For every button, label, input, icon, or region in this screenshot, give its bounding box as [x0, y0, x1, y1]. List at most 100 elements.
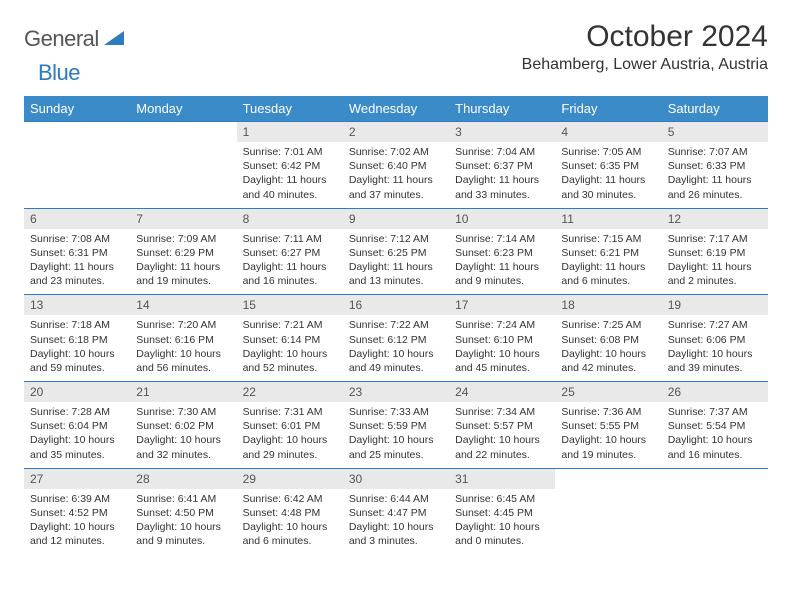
- day-data-cell: Sunrise: 7:21 AMSunset: 6:14 PMDaylight:…: [237, 315, 343, 381]
- day-data-cell: Sunrise: 6:42 AMSunset: 4:48 PMDaylight:…: [237, 489, 343, 555]
- sunrise-text: Sunrise: 6:39 AM: [30, 492, 124, 506]
- day-data-row: Sunrise: 7:01 AMSunset: 6:42 PM Daylight:…: [24, 142, 768, 208]
- day-data-cell: Sunrise: 6:44 AMSunset: 4:47 PMDaylight:…: [343, 489, 449, 555]
- sunset-text: Sunset: 6:40 PM: [349, 159, 443, 173]
- sunrise-text: Sunrise: 7:08 AM: [30, 232, 124, 246]
- sunrise-text: Sunrise: 7:27 AM: [668, 318, 762, 332]
- sunset-text: Sunset: 6:18 PM: [30, 333, 124, 347]
- sunset-text: Sunset: 6:21 PM: [561, 246, 655, 260]
- day-data-row: Sunrise: 7:18 AMSunset: 6:18 PMDaylight:…: [24, 315, 768, 381]
- sunset-text: Sunset: 5:57 PM: [455, 419, 549, 433]
- sunset-text: Sunset: 5:54 PM: [668, 419, 762, 433]
- day-number-row: 20212223242526: [24, 382, 768, 403]
- location-subtitle: Behamberg, Lower Austria, Austria: [522, 56, 768, 74]
- day-number-cell: 20: [24, 382, 130, 403]
- day-number-cell: [130, 122, 236, 143]
- day-data-row: Sunrise: 7:08 AMSunset: 6:31 PM Daylight:…: [24, 229, 768, 295]
- page-title: October 2024: [522, 20, 768, 54]
- day-data-cell: Sunrise: 7:37 AMSunset: 5:54 PMDaylight:…: [662, 402, 768, 468]
- day-number-cell: 30: [343, 468, 449, 489]
- daylight-text: Daylight: 10 hours and 42 minutes.: [561, 347, 655, 375]
- daylight-text: Daylight: 10 hours and 59 minutes.: [30, 347, 124, 375]
- sunset-text: Sunset: 6:06 PM: [668, 333, 762, 347]
- sunset-text: Sunset: 6:19 PM: [668, 246, 762, 260]
- day-data-row: Sunrise: 6:39 AMSunset: 4:52 PMDaylight:…: [24, 489, 768, 555]
- daylight-text: Daylight: 11 hours and 13 minutes.: [349, 260, 443, 288]
- day-data-cell: Sunrise: 7:02 AMSunset: 6:40 PMDaylight:…: [343, 142, 449, 208]
- sunrise-text: Sunrise: 7:37 AM: [668, 405, 762, 419]
- day-number-cell: 7: [130, 208, 236, 229]
- sunrise-text: Sunrise: 7:04 AM: [455, 145, 549, 159]
- day-data-cell: Sunrise: 7:28 AMSunset: 6:04 PMDaylight:…: [24, 402, 130, 468]
- sunrise-text: Sunrise: 6:42 AM: [243, 492, 337, 506]
- daylight-text: Daylight: 10 hours and 45 minutes.: [455, 347, 549, 375]
- day-number-cell: 26: [662, 382, 768, 403]
- sunset-text: Sunset: 4:50 PM: [136, 506, 230, 520]
- day-number-cell: 8: [237, 208, 343, 229]
- sunrise-text: Sunrise: 7:28 AM: [30, 405, 124, 419]
- day-data-cell: Sunrise: 6:45 AMSunset: 4:45 PMDaylight:…: [449, 489, 555, 555]
- sunrise-text: Sunrise: 7:22 AM: [349, 318, 443, 332]
- day-header: Saturday: [662, 96, 768, 122]
- day-data-cell: Sunrise: 7:01 AMSunset: 6:42 PMDaylight:…: [237, 142, 343, 208]
- sunset-text: Sunset: 6:16 PM: [136, 333, 230, 347]
- daylight-text: Daylight: 11 hours and 6 minutes.: [561, 260, 655, 288]
- day-number-cell: 5: [662, 122, 768, 143]
- sunrise-text: Sunrise: 7:17 AM: [668, 232, 762, 246]
- day-number-cell: 16: [343, 295, 449, 316]
- daylight-text: Daylight: 10 hours and 35 minutes.: [30, 433, 124, 461]
- sunset-text: Sunset: 6:42 PM: [243, 159, 337, 173]
- daylight-text: Daylight: 10 hours and 0 minutes.: [455, 520, 549, 548]
- day-data-cell: Sunrise: 7:11 AMSunset: 6:27 PMDaylight:…: [237, 229, 343, 295]
- title-block: October 2024 Behamberg, Lower Austria, A…: [522, 20, 768, 74]
- sunrise-text: Sunrise: 7:24 AM: [455, 318, 549, 332]
- day-data-row: Sunrise: 7:28 AMSunset: 6:04 PMDaylight:…: [24, 402, 768, 468]
- sunrise-text: Sunrise: 7:01 AM: [243, 145, 337, 159]
- day-number-cell: [555, 468, 661, 489]
- daylight-text: Daylight: 10 hours and 52 minutes.: [243, 347, 337, 375]
- day-number-cell: 4: [555, 122, 661, 143]
- daylight-text: Daylight: 10 hours and 49 minutes.: [349, 347, 443, 375]
- sunrise-text: Sunrise: 6:41 AM: [136, 492, 230, 506]
- sunrise-text: Sunrise: 7:07 AM: [668, 145, 762, 159]
- sunset-text: Sunset: 6:02 PM: [136, 419, 230, 433]
- sunrise-text: Sunrise: 7:34 AM: [455, 405, 549, 419]
- sunrise-text: Sunrise: 7:11 AM: [243, 232, 337, 246]
- sunset-text: Sunset: 6:31 PM: [30, 246, 124, 260]
- daylight-text: Daylight: 11 hours and 26 minutes.: [668, 173, 762, 201]
- day-data-cell: Sunrise: 7:15 AMSunset: 6:21 PMDaylight:…: [555, 229, 661, 295]
- sunrise-text: Sunrise: 7:12 AM: [349, 232, 443, 246]
- daylight-text: Daylight: 10 hours and 16 minutes.: [668, 433, 762, 461]
- sunset-text: Sunset: 6:12 PM: [349, 333, 443, 347]
- sunset-text: Sunset: 6:01 PM: [243, 419, 337, 433]
- day-data-cell: Sunrise: 7:24 AMSunset: 6:10 PMDaylight:…: [449, 315, 555, 381]
- day-header: Friday: [555, 96, 661, 122]
- sunrise-text: Sunrise: 7:15 AM: [561, 232, 655, 246]
- daylight-text: Daylight: 10 hours and 19 minutes.: [561, 433, 655, 461]
- sunrise-text: Sunrise: 7:33 AM: [349, 405, 443, 419]
- day-number-cell: 24: [449, 382, 555, 403]
- sunrise-text: Sunrise: 7:09 AM: [136, 232, 230, 246]
- sunset-text: Sunset: 6:37 PM: [455, 159, 549, 173]
- day-data-cell: Sunrise: 7:14 AMSunset: 6:23 PMDaylight:…: [449, 229, 555, 295]
- day-data-cell: Sunrise: 7:25 AMSunset: 6:08 PMDaylight:…: [555, 315, 661, 381]
- sunset-text: Sunset: 6:25 PM: [349, 246, 443, 260]
- daylight-text: Daylight: 10 hours and 9 minutes.: [136, 520, 230, 548]
- daylight-text: Daylight: 11 hours and 2 minutes.: [668, 260, 762, 288]
- daylight-text: Daylight: 10 hours and 3 minutes.: [349, 520, 443, 548]
- day-number-cell: 12: [662, 208, 768, 229]
- day-data-cell: Sunrise: 7:09 AMSunset: 6:29 PMDaylight:…: [130, 229, 236, 295]
- day-data-cell: Sunrise: 7:07 AMSunset: 6:33 PMDaylight:…: [662, 142, 768, 208]
- day-number-row: 13141516171819: [24, 295, 768, 316]
- sunrise-text: Sunrise: 7:18 AM: [30, 318, 124, 332]
- sunset-text: Sunset: 6:04 PM: [30, 419, 124, 433]
- day-number-row: 6789101112: [24, 208, 768, 229]
- daylight-text: Daylight: 10 hours and 39 minutes.: [668, 347, 762, 375]
- sunset-text: Sunset: 6:23 PM: [455, 246, 549, 260]
- sunrise-text: Sunrise: 6:44 AM: [349, 492, 443, 506]
- daylight-text: Daylight: 10 hours and 12 minutes.: [30, 520, 124, 548]
- day-data-cell: Sunrise: 7:18 AMSunset: 6:18 PMDaylight:…: [24, 315, 130, 381]
- calendar-body: 12345Sunrise: 7:01 AMSunset: 6:42 PMDayl…: [24, 122, 768, 555]
- daylight-text: Daylight: 10 hours and 22 minutes.: [455, 433, 549, 461]
- day-number-cell: 6: [24, 208, 130, 229]
